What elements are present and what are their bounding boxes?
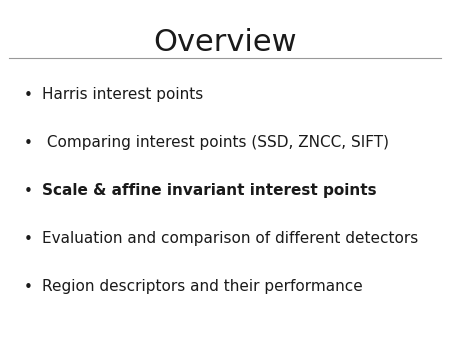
- Text: Overview: Overview: [153, 28, 297, 57]
- Text: Region descriptors and their performance: Region descriptors and their performance: [42, 280, 363, 294]
- Text: Evaluation and comparison of different detectors: Evaluation and comparison of different d…: [42, 232, 418, 246]
- Text: Scale & affine invariant interest points: Scale & affine invariant interest points: [42, 184, 377, 198]
- Text: Comparing interest points (SSD, ZNCC, SIFT): Comparing interest points (SSD, ZNCC, SI…: [42, 136, 389, 150]
- Text: •: •: [23, 88, 32, 102]
- Text: •: •: [23, 184, 32, 198]
- Text: •: •: [23, 280, 32, 294]
- Text: •: •: [23, 232, 32, 246]
- Text: •: •: [23, 136, 32, 150]
- Text: Harris interest points: Harris interest points: [42, 88, 203, 102]
